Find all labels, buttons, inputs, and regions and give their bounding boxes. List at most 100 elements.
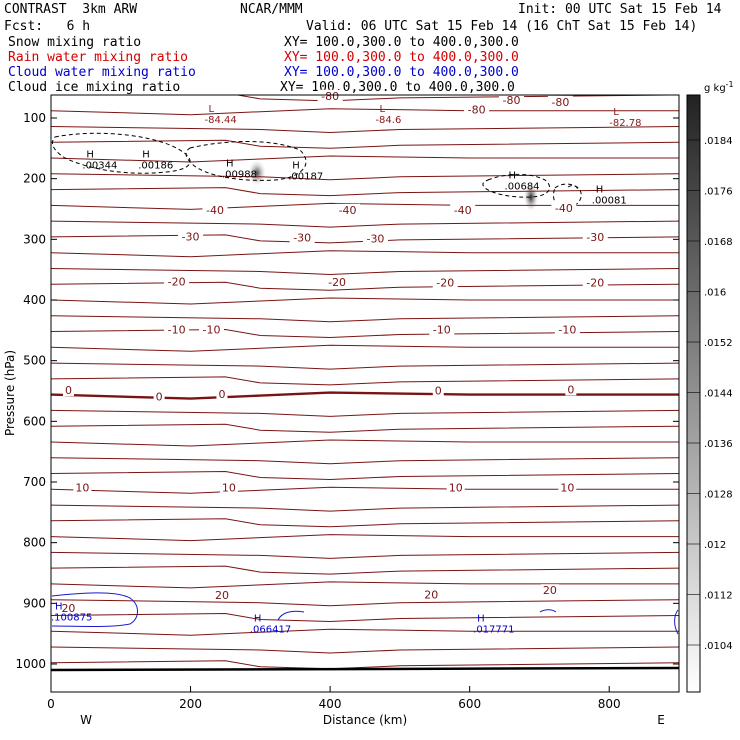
temperature-contour	[51, 518, 679, 528]
temperature-label-bg	[73, 481, 92, 494]
temperature-contour	[51, 315, 679, 323]
y-tick-label: 900	[23, 596, 46, 610]
extremum-value: .00081	[592, 196, 627, 207]
x-tick-label: 0	[47, 697, 55, 711]
temperature-label-bg	[554, 323, 580, 336]
shading-max-1	[248, 160, 266, 186]
extremum-value: .066417	[250, 625, 291, 636]
temperature-contour	[51, 599, 679, 607]
colorbar-gradient	[686, 94, 701, 693]
colorbar-tick-label: .0136	[704, 439, 733, 450]
temperature-label: 20	[424, 588, 438, 601]
temperature-label: 0	[435, 385, 442, 398]
extremum-value: .00988	[222, 170, 257, 181]
temperature-label: -40	[454, 204, 472, 217]
temperature-label: -20	[168, 275, 186, 288]
temperature-label-bg	[446, 481, 465, 494]
temperature-label-bg	[317, 89, 343, 102]
temperature-contour	[51, 486, 679, 494]
extremum-marker: H	[477, 614, 485, 625]
legend-cloud-water-xy: XY= 100.0,300.0 to 400.0,300.0	[284, 65, 519, 80]
x-axis-title: Distance (km)	[323, 713, 407, 727]
surface-line	[50, 666, 680, 672]
temperature-contour	[51, 155, 679, 163]
extremum-marker: H	[509, 171, 517, 182]
legend-rain-xy: XY= 100.0,300.0 to 400.0,300.0	[284, 50, 519, 65]
temperature-contour	[51, 173, 679, 181]
temperature-label: -80	[468, 104, 486, 117]
temperature-label-bg	[178, 230, 204, 243]
temperature-label: 20	[543, 584, 557, 597]
temperature-label: -40	[339, 204, 357, 217]
temperature-label-bg	[153, 390, 165, 403]
plot-area: -80 -80 -80 -80 -40 -40 -40 -40 -30 -30 -30 -30 -20 -…	[50, 89, 680, 693]
temperature-label-bg	[164, 275, 190, 288]
temperature-contour	[51, 220, 679, 228]
y-tick-label: 400	[23, 293, 46, 307]
temperature-label: 0	[156, 391, 163, 404]
shading-max-2	[524, 183, 538, 211]
legend-cloud-ice-xy: XY= 100.0,300.0 to 400.0,300.0	[280, 80, 515, 95]
temperature-label-bg	[324, 276, 350, 289]
x-tick-label: 600	[458, 697, 481, 711]
colorbar-tick-label: .0112	[704, 591, 733, 602]
extremum-value: .017771	[473, 625, 514, 636]
temperature-label: -10	[433, 323, 451, 336]
colorbar-tick-label: .0184	[704, 136, 733, 147]
temperature-contour	[51, 187, 679, 197]
temperature-contour	[51, 126, 679, 134]
cloud-water-contours	[51, 592, 679, 635]
extremum-marker: H	[55, 601, 63, 612]
extremum-value: -84.44	[205, 115, 237, 126]
temperature-label-bg	[429, 323, 455, 336]
temperature-label-bg	[547, 95, 573, 108]
temperature-label: -80	[551, 96, 569, 109]
extremum-marker: L	[379, 104, 385, 115]
temperature-label-bg	[450, 203, 476, 216]
temperature-label-bg	[422, 588, 441, 601]
y-tick-label: 1000	[15, 657, 46, 671]
temperature-label: 10	[449, 482, 463, 495]
colorbar-tick-label: .0168	[704, 237, 733, 248]
freezing-level-contour	[51, 391, 679, 400]
x-tick-label: 200	[179, 697, 202, 711]
temperature-label-bg	[59, 601, 78, 614]
temperature-label: -40	[555, 202, 573, 215]
temperature-contour	[51, 534, 679, 542]
temperature-label: -80	[321, 90, 339, 103]
colorbar: g kg-1 .0104 .0112 .012 .0128 .0136 .0144 .015…	[686, 80, 734, 693]
temperature-label: 0	[567, 383, 574, 396]
y-tick-label: 500	[23, 354, 46, 368]
colorbar-unit: g kg-1	[704, 80, 734, 94]
temperature-contour	[51, 581, 679, 589]
extremum-marker: L	[209, 104, 215, 115]
temperature-label-bg	[432, 384, 444, 397]
temperature-label: -30	[586, 231, 604, 244]
extremum-value: -82.78	[609, 118, 641, 129]
temperature-contour	[51, 409, 679, 417]
temperature-contour	[51, 362, 679, 370]
temperature-label: 0	[218, 388, 225, 401]
temperature-contour	[51, 612, 679, 623]
extremum-marker: L	[613, 107, 619, 118]
temperature-label-bg	[362, 232, 388, 245]
temperature-label: -80	[503, 94, 521, 107]
colorbar-tick-label: .0104	[704, 641, 733, 652]
init-time: Init: 00 UTC Sat 15 Feb 14	[518, 2, 722, 17]
colorbar-ticks: .0104 .0112 .012 .0128 .0136 .0144 .0152 .016 .0…	[687, 136, 733, 652]
extremum-value: .00187	[288, 171, 323, 182]
extremum-value: .00684	[505, 182, 540, 193]
temperature-label-bg	[565, 383, 577, 396]
east-label: E	[657, 713, 665, 727]
temperature-labels: -80 -80 -80 -80 -40 -40 -40 -40 -30 -30 -30 -30 -20 -…	[59, 89, 608, 615]
extremum-value: .100875	[51, 612, 92, 623]
temperature-contour	[51, 439, 679, 447]
temperature-contour	[51, 202, 679, 210]
extremum-value: .00344	[82, 160, 117, 171]
temperature-label: -30	[182, 231, 200, 244]
y-tick-label: 100	[23, 111, 46, 125]
extremum-marker: H	[254, 614, 262, 625]
forecast-hour: Fcst: 6 h	[4, 19, 91, 34]
cloud-ice-contours	[52, 132, 582, 209]
